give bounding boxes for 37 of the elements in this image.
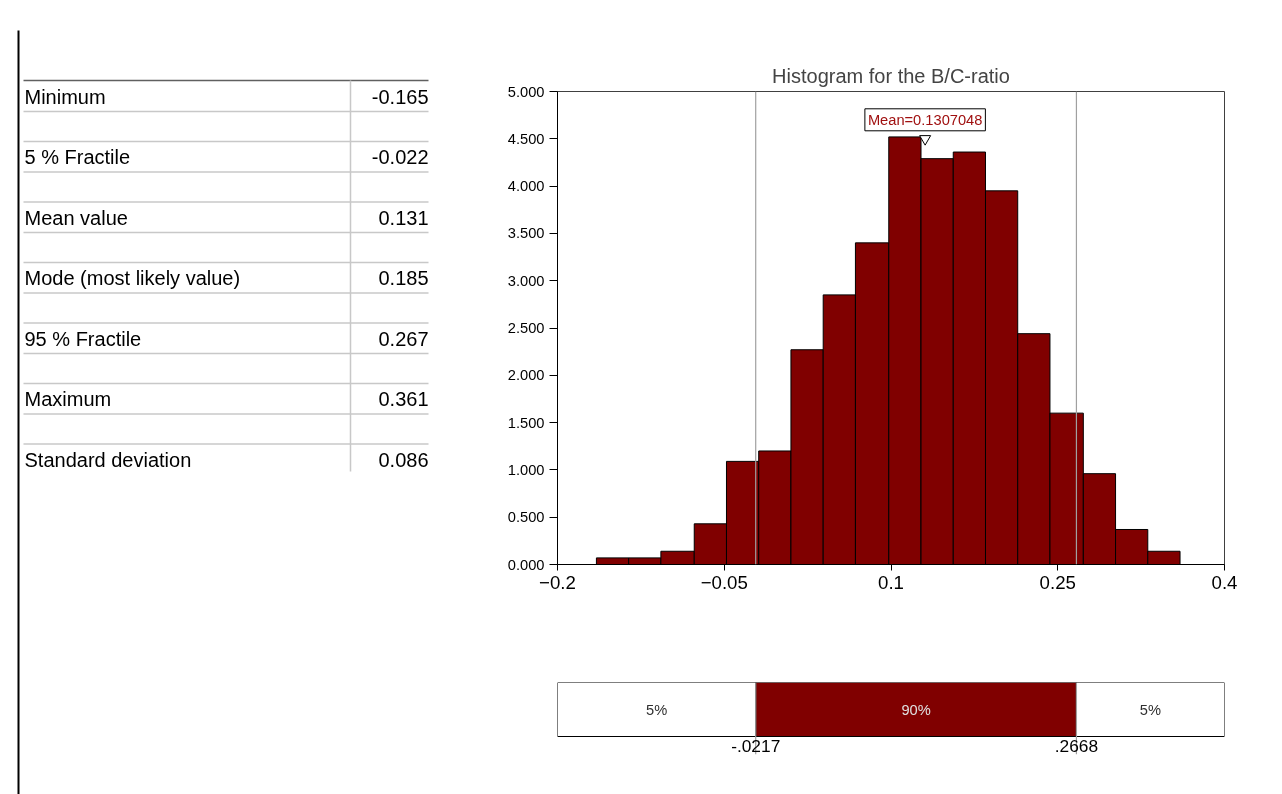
text: 5% <box>646 701 668 718</box>
text: 0.267 <box>378 327 429 350</box>
y-tick-label: 2.000 <box>507 367 545 384</box>
text: Standard deviation <box>24 448 192 471</box>
text: 0.086 <box>378 448 429 471</box>
text: 0.131 <box>378 206 429 229</box>
annotation: Mean=0.1307048 <box>867 111 983 128</box>
y-tick-label: 0.000 <box>507 556 545 573</box>
text: Mean value <box>24 206 128 229</box>
x-tick-label: −0.05 <box>700 571 748 593</box>
y-tick-label: 3.500 <box>507 225 545 242</box>
y-tick-label: 4.500 <box>507 130 545 147</box>
y-tick-label: 5.000 <box>507 83 545 100</box>
x-tick-label: 0.1 <box>878 571 904 593</box>
text: 0.361 <box>378 388 429 410</box>
y-tick-label: 2.500 <box>507 320 545 336</box>
text: 90% <box>901 701 931 718</box>
text: 95 % Fractile <box>24 327 142 350</box>
text: Mode (most likely value) <box>24 267 241 289</box>
text: -0.165 <box>371 85 429 108</box>
y-tick-label: 3.000 <box>507 272 545 289</box>
text: 5 % Fractile <box>24 146 131 168</box>
text: 5% <box>1139 701 1162 718</box>
text: -.0217 <box>731 736 781 757</box>
chart-title: Histogram for the B/C-ratio <box>772 64 1010 87</box>
y-tick-label: 1.000 <box>507 461 545 478</box>
text: Minimum <box>24 85 106 108</box>
text: .2668 <box>1054 736 1099 757</box>
y-tick-label: 0.500 <box>507 509 545 526</box>
x-tick-label: 0.4 <box>1211 571 1238 593</box>
y-tick-label: 1.500 <box>507 414 545 431</box>
text: Maximum <box>24 388 112 410</box>
text: -0.022 <box>371 146 429 168</box>
x-tick-label: −0.2 <box>539 571 576 593</box>
x-tick-label: 0.25 <box>1039 571 1076 593</box>
y-tick-label: 4.000 <box>507 178 545 195</box>
text: 0.185 <box>378 267 429 289</box>
